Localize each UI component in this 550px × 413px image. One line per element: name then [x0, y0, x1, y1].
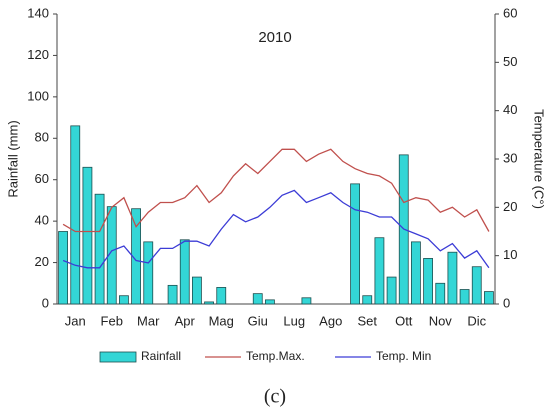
- y-tick-label: 140: [27, 5, 49, 20]
- x-tick-label: Nov: [429, 313, 453, 328]
- bar: [423, 258, 433, 305]
- y2-tick-label: 50: [503, 54, 517, 69]
- x-tick-label: Set: [357, 313, 377, 328]
- legend-swatch: [99, 351, 137, 363]
- y-axis-label: Rainfall (mm): [5, 120, 20, 197]
- caption: (c): [264, 386, 286, 408]
- bar: [265, 299, 275, 305]
- x-tick-label: Apr: [175, 313, 196, 328]
- legend-label: Rainfall: [141, 349, 181, 363]
- x-tick-label: Ago: [319, 313, 342, 328]
- y2-tick-label: 0: [503, 295, 510, 310]
- bar: [82, 166, 93, 305]
- bar: [216, 287, 227, 305]
- x-tick-label: Dic: [467, 313, 486, 328]
- bar: [252, 293, 263, 305]
- bar: [350, 183, 360, 305]
- temperature-line: [62, 148, 490, 233]
- legend-label: Temp.Max.: [246, 349, 305, 363]
- bar: [362, 295, 373, 305]
- y2-tick-label: 60: [503, 5, 517, 20]
- bar: [143, 241, 154, 305]
- x-tick-label: Lug: [283, 313, 305, 328]
- y-tick-label: 40: [35, 213, 49, 228]
- bar: [435, 282, 446, 305]
- bar: [459, 289, 470, 305]
- bar: [484, 291, 494, 305]
- x-tick-label: Feb: [101, 313, 123, 328]
- bar: [119, 295, 129, 305]
- y-tick-label: 0: [42, 295, 49, 310]
- y-tick-label: 120: [27, 47, 49, 62]
- bar: [131, 208, 141, 305]
- bar: [179, 239, 190, 305]
- x-tick-label: Jan: [65, 313, 86, 328]
- y-tick-label: 20: [35, 254, 49, 269]
- bar: [374, 237, 385, 305]
- bar: [411, 241, 421, 305]
- x-tick-label: Giu: [248, 313, 268, 328]
- y-tick-label: 80: [35, 130, 49, 145]
- bar: [70, 125, 81, 305]
- y2-tick-label: 40: [503, 102, 517, 117]
- legend-label: Temp. Min: [376, 349, 431, 363]
- chart-title: 2010: [258, 29, 291, 46]
- bar: [386, 276, 397, 305]
- bar: [301, 297, 312, 305]
- temperature-line: [62, 189, 490, 269]
- y-tick-label: 100: [27, 88, 49, 103]
- bar: [204, 301, 214, 305]
- x-tick-label: Mag: [209, 313, 234, 328]
- bar: [447, 251, 458, 305]
- y2-tick-label: 20: [503, 199, 517, 214]
- bar: [94, 193, 105, 305]
- bar: [58, 231, 68, 305]
- y2-tick-label: 30: [503, 150, 517, 165]
- y-tick-label: 60: [35, 171, 49, 186]
- bar: [471, 266, 482, 305]
- y2-axis-label: Temperature (C°): [532, 109, 547, 209]
- x-tick-label: Ott: [395, 313, 413, 328]
- y2-tick-label: 10: [503, 247, 517, 262]
- x-tick-label: Mar: [137, 313, 160, 328]
- bar: [167, 284, 178, 305]
- bar: [192, 276, 202, 305]
